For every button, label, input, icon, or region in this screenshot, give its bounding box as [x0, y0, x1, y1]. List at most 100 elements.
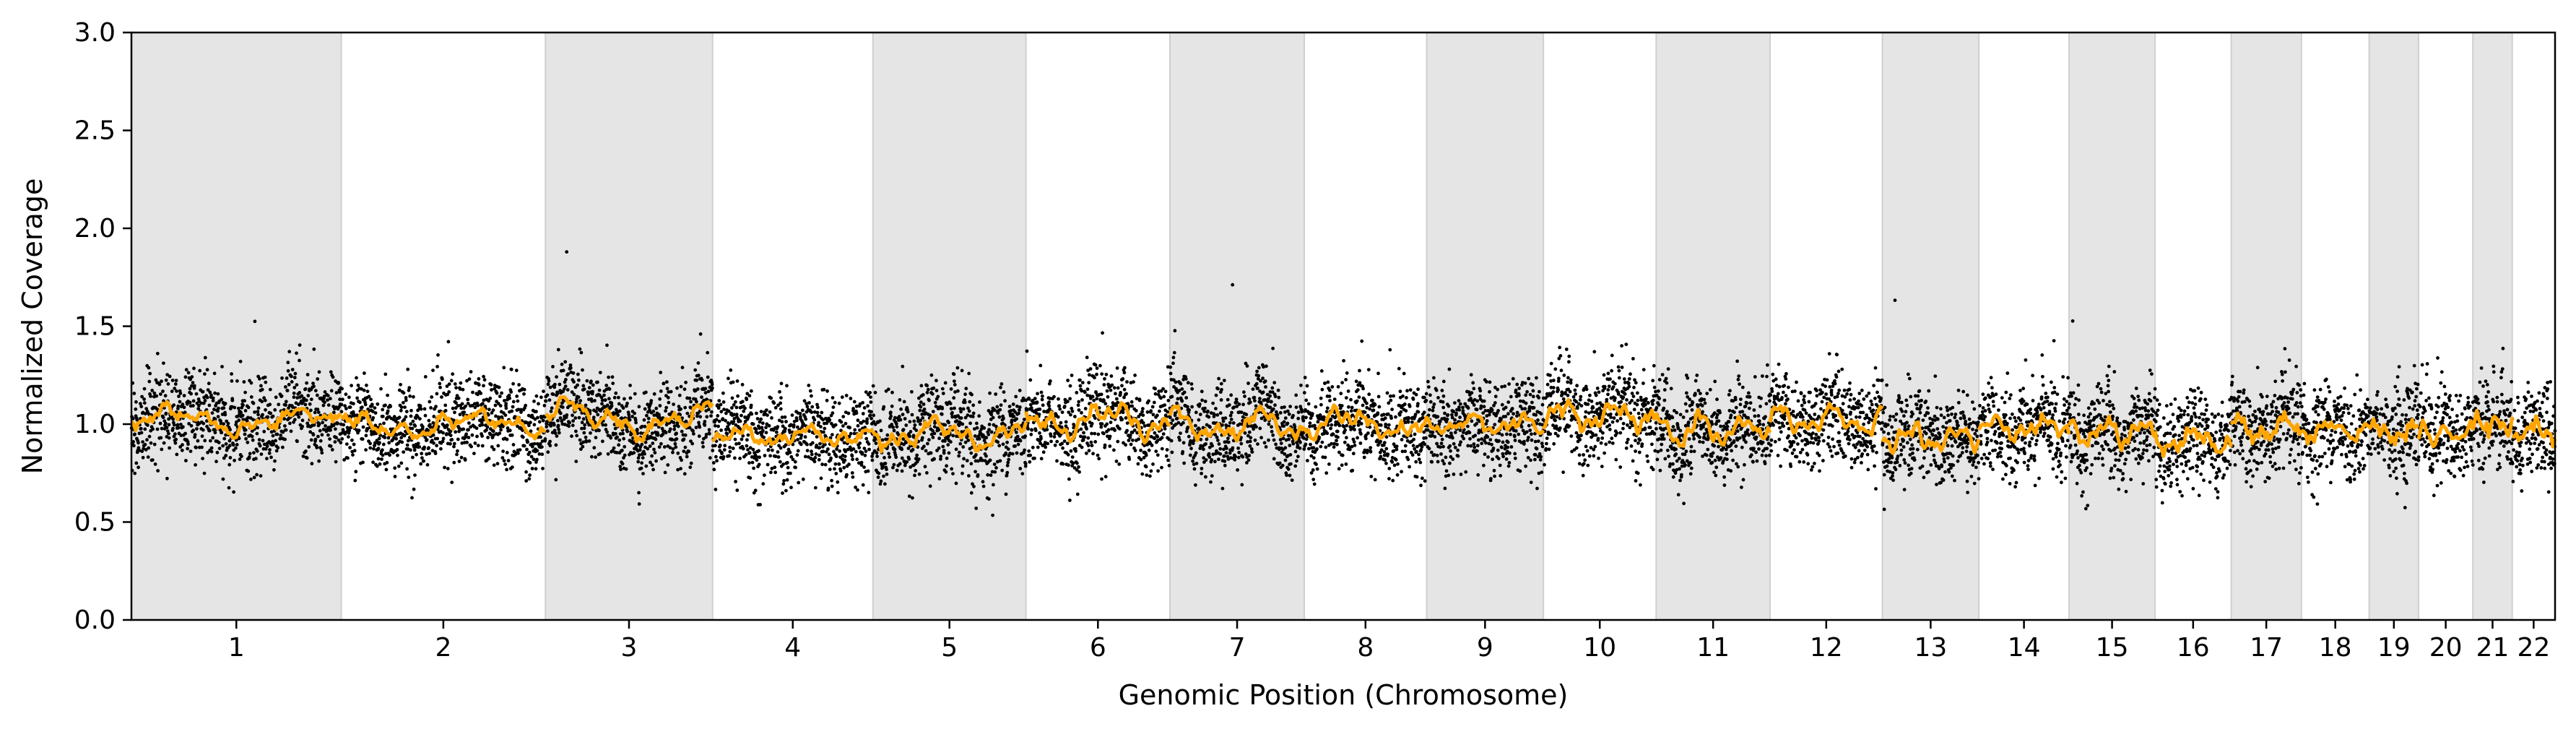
- coverage-point: [1203, 406, 1207, 410]
- coverage-point: [221, 444, 225, 448]
- coverage-point: [376, 447, 381, 451]
- coverage-point: [815, 444, 819, 447]
- coverage-point: [901, 413, 905, 416]
- coverage-point: [1433, 435, 1437, 439]
- coverage-point: [819, 476, 823, 480]
- coverage-point: [885, 473, 889, 476]
- coverage-point: [142, 397, 147, 401]
- coverage-point: [463, 458, 467, 462]
- coverage-point: [1055, 459, 1059, 463]
- coverage-point: [838, 449, 841, 453]
- coverage-point: [706, 375, 710, 379]
- coverage-point: [919, 405, 923, 409]
- coverage-point: [150, 458, 155, 462]
- coverage-point: [1131, 438, 1135, 442]
- coverage-point: [542, 389, 545, 393]
- coverage-point: [1100, 422, 1104, 426]
- coverage-point: [1170, 450, 1174, 454]
- coverage-point: [365, 383, 368, 387]
- coverage-point: [480, 434, 484, 438]
- coverage-point: [643, 452, 646, 456]
- coverage-point: [350, 438, 354, 442]
- coverage-point: [1100, 372, 1104, 376]
- coverage-point: [1090, 421, 1094, 426]
- coverage-point: [898, 418, 903, 422]
- coverage-point: [1267, 438, 1270, 442]
- coverage-point: [1081, 438, 1085, 442]
- coverage-point: [641, 472, 645, 475]
- coverage-point: [1392, 463, 1397, 467]
- coverage-point: [1189, 382, 1194, 386]
- coverage-point: [945, 456, 949, 460]
- coverage-point: [1347, 405, 1350, 409]
- coverage-point: [1080, 445, 1084, 449]
- coverage-point: [213, 391, 217, 395]
- coverage-point: [494, 414, 498, 418]
- coverage-point: [283, 424, 287, 428]
- coverage-point: [1204, 475, 1207, 479]
- coverage-point: [1205, 437, 1209, 441]
- coverage-point: [1047, 400, 1051, 404]
- coverage-point: [411, 419, 415, 423]
- coverage-point: [452, 444, 456, 449]
- coverage-point: [997, 444, 1002, 448]
- coverage-point: [834, 472, 838, 475]
- coverage-point: [727, 454, 731, 458]
- coverage-point: [851, 457, 854, 462]
- coverage-point: [542, 403, 547, 408]
- coverage-point: [1197, 418, 1201, 422]
- coverage-point: [1230, 410, 1233, 415]
- coverage-point: [789, 454, 794, 459]
- coverage-point: [998, 408, 1002, 412]
- coverage-point: [1211, 401, 1215, 405]
- coverage-point: [996, 440, 1000, 444]
- coverage-point: [925, 390, 929, 395]
- coverage-point: [1294, 393, 1298, 397]
- coverage-point: [443, 465, 446, 470]
- coverage-point: [1220, 387, 1223, 392]
- coverage-point: [196, 407, 201, 410]
- coverage-point: [815, 435, 819, 439]
- coverage-point: [825, 398, 829, 402]
- coverage-point: [503, 399, 506, 402]
- coverage-point: [459, 455, 464, 460]
- coverage-point: [490, 411, 494, 415]
- coverage-point: [812, 418, 817, 422]
- coverage-point: [1336, 384, 1340, 389]
- coverage-point: [910, 389, 914, 394]
- coverage-point: [259, 384, 263, 388]
- coverage-point: [545, 425, 549, 428]
- coverage-point: [1252, 395, 1257, 400]
- coverage-point: [874, 441, 878, 445]
- coverage-point: [1415, 475, 1419, 479]
- coverage-point: [426, 428, 430, 433]
- coverage-point: [253, 319, 257, 324]
- coverage-point: [1288, 473, 1292, 478]
- coverage-point: [191, 399, 196, 403]
- coverage-point: [344, 442, 349, 446]
- coverage-point: [636, 460, 641, 464]
- coverage-point: [371, 460, 375, 465]
- coverage-point: [1060, 410, 1064, 414]
- coverage-point: [1223, 460, 1227, 463]
- coverage-point: [908, 430, 913, 434]
- coverage-point: [632, 451, 636, 455]
- coverage-point: [1162, 395, 1166, 399]
- coverage-point: [672, 424, 677, 428]
- coverage-point: [186, 371, 191, 375]
- coverage-point: [1221, 419, 1226, 423]
- coverage-point: [1109, 421, 1113, 424]
- coverage-point: [766, 448, 771, 452]
- coverage-point: [295, 396, 300, 400]
- coverage-point: [685, 411, 690, 415]
- coverage-point: [1108, 444, 1112, 448]
- coverage-point: [760, 421, 765, 426]
- coverage-point: [1180, 387, 1184, 391]
- coverage-point: [1130, 404, 1135, 408]
- coverage-point: [457, 429, 461, 434]
- coverage-point: [352, 442, 356, 447]
- coverage-point: [751, 447, 755, 452]
- coverage-point: [890, 390, 894, 395]
- coverage-point: [309, 438, 313, 442]
- coverage-point: [284, 428, 288, 432]
